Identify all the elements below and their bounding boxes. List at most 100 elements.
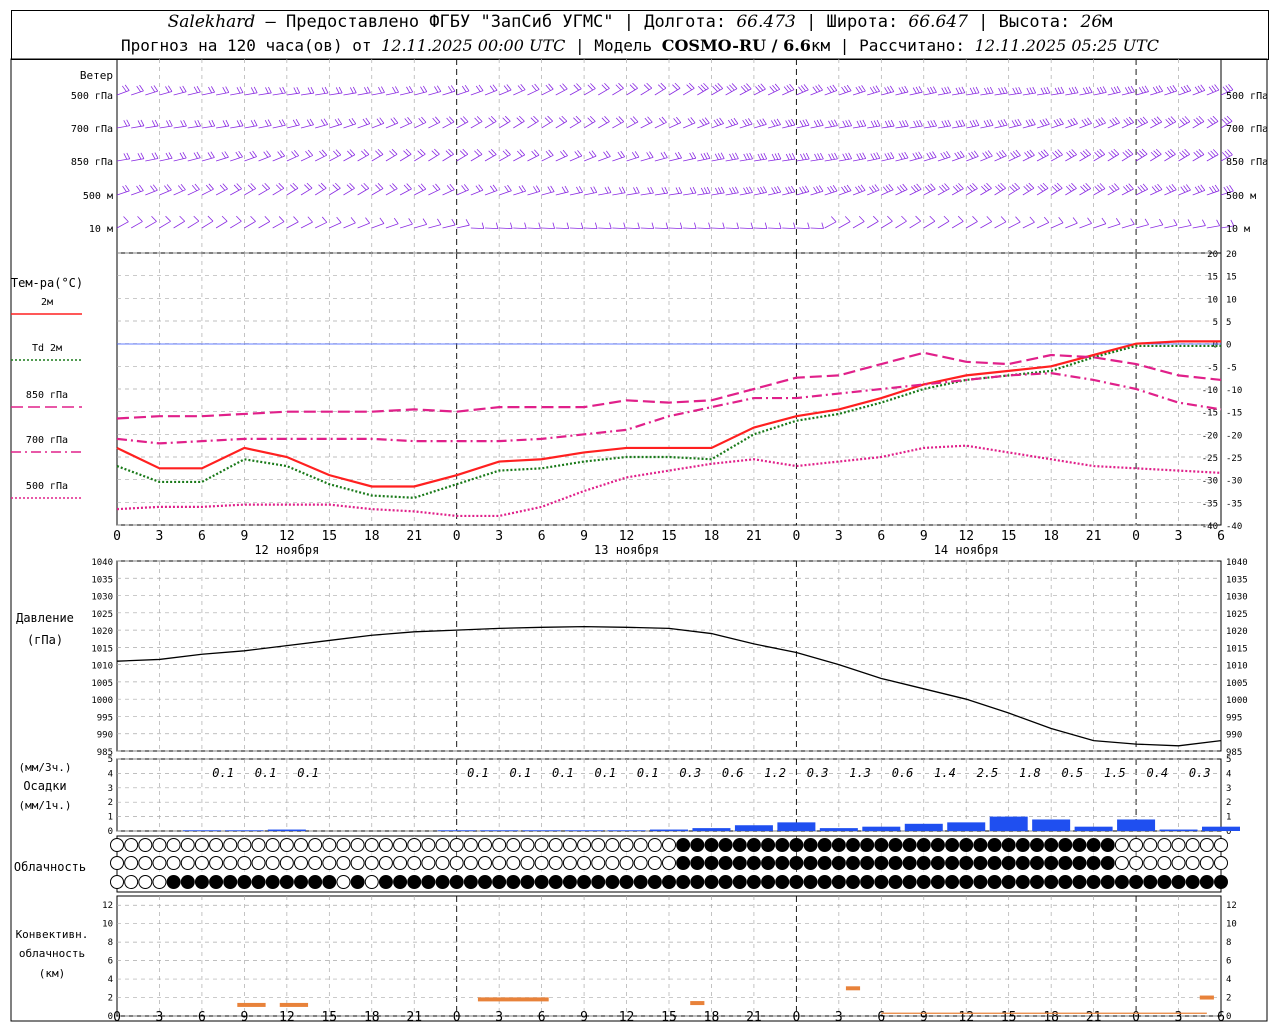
wind-barb-shaft bbox=[895, 189, 908, 196]
temp-xtick: 3 bbox=[156, 529, 164, 544]
wind-barb-shaft bbox=[1192, 89, 1205, 96]
cloud-cover-symbol bbox=[393, 838, 408, 852]
wind-barb-feather bbox=[1127, 148, 1134, 155]
wind-barb-feather bbox=[1017, 118, 1022, 126]
wind-barbs bbox=[116, 82, 1235, 230]
wind-barb-feather bbox=[221, 215, 228, 222]
wind-barb-feather bbox=[1200, 184, 1206, 191]
wind-barb-shaft bbox=[668, 192, 682, 196]
wind-barb-feather bbox=[1207, 118, 1214, 125]
wind-barb-shaft bbox=[130, 221, 143, 229]
header-line-2: Прогноз на 120 часа(ов) от 12.11.2025 00… bbox=[11, 33, 1269, 60]
wind-barb-shaft bbox=[640, 227, 654, 230]
cloud-cover-symbol bbox=[166, 856, 181, 870]
wind-barb-feather bbox=[333, 150, 339, 157]
wind-barb-feather bbox=[488, 150, 494, 157]
cloud-cover-symbol bbox=[761, 838, 776, 852]
cloud-cover-symbol bbox=[1030, 856, 1044, 870]
wind-barb-feather bbox=[1085, 87, 1090, 94]
wind-barb-feather bbox=[524, 222, 527, 229]
wind-barb-feather bbox=[902, 183, 908, 190]
cloud-cover-symbol bbox=[902, 856, 917, 870]
wind-barb-feather bbox=[591, 150, 597, 157]
cloud-cover-symbol bbox=[506, 856, 521, 870]
longitude-value: 66.473 bbox=[736, 12, 796, 32]
cloud-cover-symbol bbox=[647, 856, 662, 870]
wind-barb-feather bbox=[821, 222, 824, 229]
precip-bar bbox=[267, 829, 306, 831]
precip-bar bbox=[522, 830, 561, 831]
wind-barb-feather bbox=[889, 85, 895, 92]
wind-barb-feather bbox=[378, 86, 382, 94]
wind-barb-feather bbox=[1084, 118, 1090, 125]
precip-sums: 0.1 0.1 0.1 0.1 0.1 0.1 0.1 0.1 0.3 0.6 1.2 0.3 1.3 0… bbox=[212, 766, 1210, 780]
wind-barb-shaft bbox=[1050, 154, 1063, 162]
cloud-cover-symbol bbox=[888, 856, 903, 870]
precip-bar bbox=[989, 816, 1028, 831]
wind-barb-feather bbox=[941, 87, 946, 94]
conv-xtick: 15 bbox=[1001, 1010, 1017, 1024]
wind-barb-shaft bbox=[428, 188, 441, 196]
wind-barb-feather bbox=[674, 152, 680, 159]
wind-barb-feather bbox=[222, 86, 227, 94]
wind-barb-shaft bbox=[286, 221, 299, 229]
wind-barb-feather bbox=[136, 185, 141, 192]
temp-legend-label: 850 гПа bbox=[26, 390, 68, 401]
wind-barb-shaft bbox=[725, 123, 739, 129]
cloud-cover-symbol bbox=[265, 856, 280, 870]
wind-barb-shaft bbox=[909, 188, 922, 196]
wind-barb-feather bbox=[700, 153, 705, 160]
wind-barb-feather bbox=[623, 222, 626, 229]
wind-barb-shaft bbox=[951, 156, 965, 162]
wind-barb-feather bbox=[122, 85, 127, 92]
provider-text: – Предоставлено ФГБУ "ЗапСиб УГМС" | Дол… bbox=[255, 12, 737, 32]
wind-barb-feather bbox=[986, 182, 992, 189]
wind-barb-feather bbox=[177, 185, 184, 192]
wind-barb-feather bbox=[1179, 151, 1185, 158]
wind-barb-feather bbox=[855, 186, 860, 193]
wind-barb-feather bbox=[1001, 87, 1005, 94]
wind-barb-shaft bbox=[555, 88, 568, 96]
wind-barb-feather bbox=[365, 117, 371, 124]
wind-barb-feather bbox=[1099, 148, 1106, 155]
wind-barb-feather bbox=[919, 119, 923, 127]
wind-barb-feather bbox=[756, 120, 761, 127]
cloud-cover-symbol bbox=[364, 856, 379, 870]
wind-barb-shaft bbox=[258, 155, 271, 162]
wind-barb-feather bbox=[726, 86, 733, 92]
cloud-cover-symbol bbox=[421, 856, 436, 870]
wind-barb-feather bbox=[289, 184, 296, 191]
cloud-cover-symbol bbox=[860, 875, 875, 889]
wind-barb-feather bbox=[1186, 84, 1192, 91]
temp-ytick-left: -35 bbox=[1202, 499, 1218, 509]
wind-barb-shaft bbox=[753, 227, 767, 230]
wind-barb-feather bbox=[422, 218, 428, 225]
temp-ytick-right: -25 bbox=[1226, 454, 1242, 464]
wind-barb-feather bbox=[224, 151, 229, 158]
cloud-cover-symbol bbox=[138, 875, 153, 889]
wind-barb-shaft bbox=[314, 154, 327, 162]
cloud-cover-symbol bbox=[1001, 856, 1016, 870]
wind-barb-feather bbox=[462, 116, 469, 123]
wind-barb-feather bbox=[757, 153, 762, 161]
precip-sum-label: 0.3 bbox=[1189, 766, 1211, 780]
wind-barb-feather bbox=[210, 151, 215, 158]
wind-barb-feather bbox=[660, 152, 665, 159]
precip-sum-label: 1.8 bbox=[1019, 766, 1041, 780]
cloud-cover-symbol bbox=[1185, 875, 1200, 889]
wind-barb-feather bbox=[731, 83, 738, 89]
precip-sum-label: 1.3 bbox=[849, 766, 871, 780]
wind-barb-shaft bbox=[513, 190, 526, 196]
wind-barb-shaft bbox=[442, 153, 454, 162]
wind-barb-feather bbox=[403, 150, 409, 157]
wind-barb-feather bbox=[1193, 152, 1200, 158]
wind-barb-feather bbox=[535, 185, 541, 192]
wind-barb-feather bbox=[362, 118, 368, 125]
wind-barb-feather bbox=[323, 118, 329, 125]
cloud-cover-symbol bbox=[916, 875, 931, 889]
wind-barb-shaft bbox=[499, 227, 513, 230]
wind-barb-feather bbox=[137, 120, 142, 127]
wind-barb-feather bbox=[1015, 149, 1021, 156]
wind-barb-feather bbox=[474, 117, 480, 124]
wind-barb-feather bbox=[1011, 120, 1016, 127]
